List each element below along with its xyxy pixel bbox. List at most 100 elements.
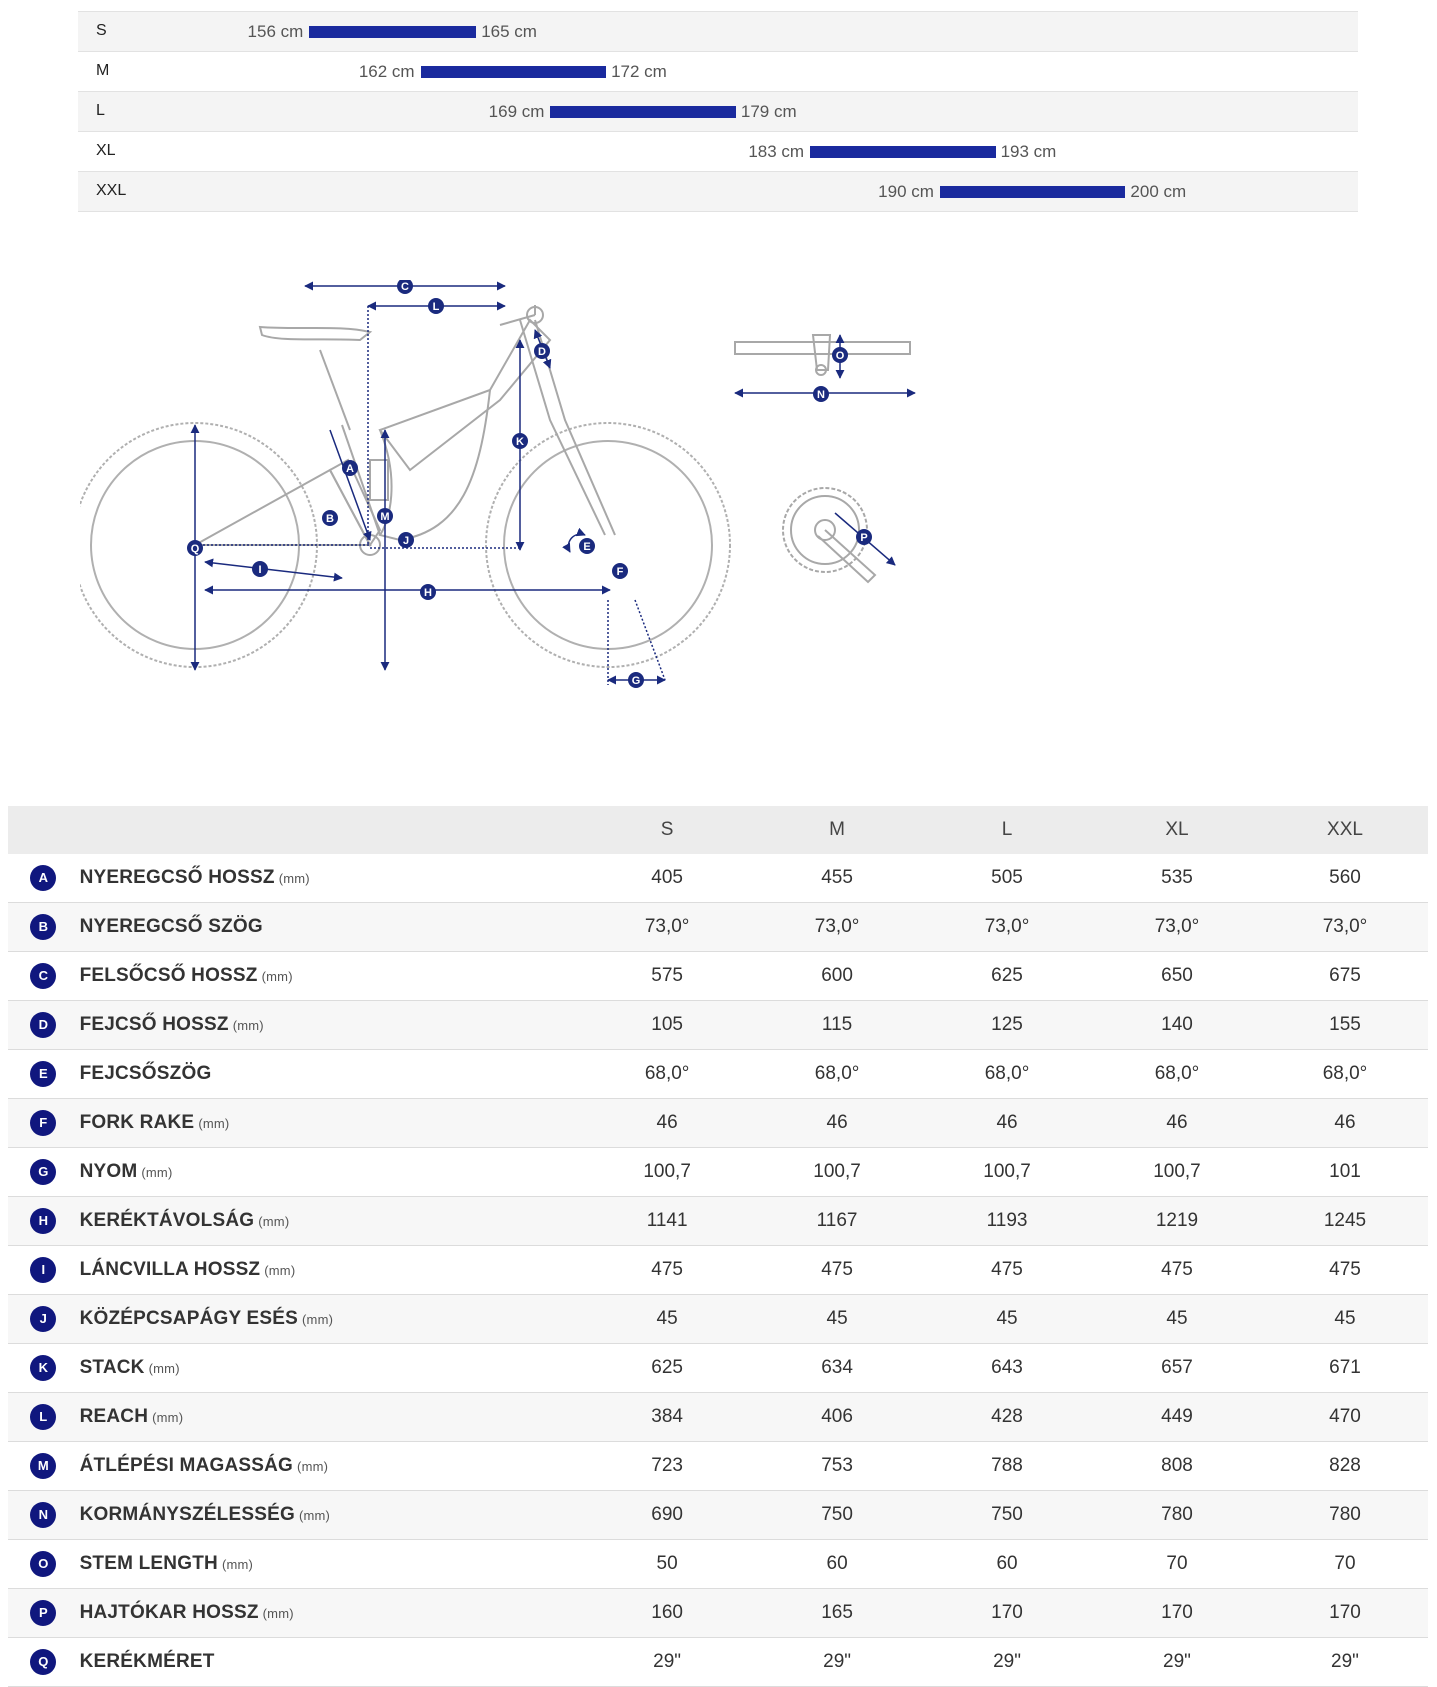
dimension-badge: L <box>30 1404 57 1430</box>
value-cell: 753 <box>752 1441 923 1491</box>
badge-cell: N <box>8 1490 79 1540</box>
value-cell: 723 <box>582 1441 753 1491</box>
value-cell: 45 <box>1092 1294 1262 1344</box>
value-cell: 73,0° <box>582 902 753 952</box>
dim-badge-m: M <box>377 508 393 524</box>
svg-text:E: E <box>583 541 590 553</box>
svg-text:L: L <box>433 301 440 313</box>
measurement-name-cell: ÁTLÉPÉSI MAGASSÁG (mm) <box>78 1441 583 1491</box>
value-cell: 46 <box>922 1098 1092 1148</box>
measurement-name: KERÉKMÉRET <box>79 1651 215 1672</box>
measurement-name-cell: STEM LENGTH (mm) <box>78 1539 583 1589</box>
badge-cell: M <box>8 1441 79 1491</box>
measurement-name-cell: KERÉKMÉRET <box>78 1637 583 1687</box>
bike-frame <box>191 305 616 556</box>
range-min-label: 156 cm <box>247 22 304 41</box>
size-label: XXL <box>96 182 127 199</box>
value-cell: 475 <box>582 1245 753 1295</box>
value-cell: 780 <box>1092 1490 1262 1540</box>
dimension-badge: O <box>30 1551 57 1577</box>
value-cell: 600 <box>752 951 923 1001</box>
measurement-unit: (mm) <box>262 1606 294 1621</box>
table-row: O STEM LENGTH (mm) 50 60 60 70 70 <box>8 1539 1428 1589</box>
dimension-badge: D <box>30 1012 57 1038</box>
svg-text:D: D <box>538 346 546 358</box>
value-cell: 115 <box>752 1000 923 1050</box>
dim-badge-j: J <box>398 532 414 548</box>
size-label: L <box>96 102 105 119</box>
measurement-name-cell: NYOM (mm) <box>78 1147 583 1197</box>
measurement-name-cell: HAJTÓKAR HOSSZ (mm) <box>78 1588 583 1638</box>
dimension-badge: M <box>30 1453 57 1479</box>
table-row: B NYEREGCSŐ SZÖG 73,0° 73,0° 73,0° 73,0° 73,0° <box>8 902 1428 952</box>
value-cell: 68,0° <box>1261 1049 1428 1099</box>
dim-badge-k: K <box>512 433 528 449</box>
value-cell: 470 <box>1261 1392 1428 1442</box>
value-cell: 100,7 <box>922 1147 1092 1197</box>
badge-cell: A <box>8 854 79 903</box>
value-cell: 170 <box>1092 1588 1262 1638</box>
header-blank <box>8 806 79 854</box>
measurement-name: LÁNCVILLA HOSSZ <box>79 1259 261 1280</box>
column-header-xxl: XXL <box>1261 806 1428 854</box>
dim-badge-b: B <box>322 510 338 526</box>
measurement-name: FELSŐCSŐ HOSSZ <box>79 965 258 986</box>
value-cell: 643 <box>922 1343 1092 1393</box>
value-cell: 780 <box>1261 1490 1428 1540</box>
measurement-name-cell: KERÉKTÁVOLSÁG (mm) <box>78 1196 583 1246</box>
value-cell: 405 <box>582 854 753 903</box>
svg-text:P: P <box>860 532 867 544</box>
measurement-name-cell: NYEREGCSŐ HOSSZ (mm) <box>78 854 583 903</box>
measurement-name-cell: FEJCSŐSZÖG <box>78 1049 583 1099</box>
value-cell: 29" <box>1261 1637 1428 1687</box>
value-cell: 750 <box>752 1490 923 1540</box>
badge-cell: I <box>8 1245 79 1295</box>
dim-badge-q: Q <box>187 540 203 556</box>
value-cell: 101 <box>1261 1147 1428 1197</box>
value-cell: 560 <box>1261 854 1428 903</box>
value-cell: 68,0° <box>582 1049 753 1099</box>
value-cell: 29" <box>582 1637 753 1687</box>
measurement-name-cell: FEJCSŐ HOSSZ (mm) <box>78 1000 583 1050</box>
value-cell: 46 <box>1092 1098 1262 1148</box>
value-cell: 45 <box>752 1294 923 1344</box>
svg-text:K: K <box>516 436 524 448</box>
dimension-badge: P <box>30 1600 57 1626</box>
height-range-bar <box>939 186 1126 198</box>
dimension-badge: I <box>30 1257 57 1283</box>
value-cell: 73,0° <box>1261 902 1428 952</box>
value-cell: 46 <box>1261 1098 1428 1148</box>
value-cell: 505 <box>922 854 1092 903</box>
measurement-name: STACK <box>79 1357 145 1378</box>
geometry-table-header: S M L XL XXL <box>8 806 1428 854</box>
value-cell: 1219 <box>1092 1196 1262 1246</box>
measurement-unit: (mm) <box>261 969 293 984</box>
value-cell: 690 <box>582 1490 753 1540</box>
dimension-badge: A <box>30 865 57 891</box>
value-cell: 46 <box>582 1098 753 1148</box>
dimension-badge: Q <box>30 1649 57 1675</box>
measurement-unit: (mm) <box>141 1165 173 1180</box>
value-cell: 788 <box>922 1441 1092 1491</box>
height-range-bar <box>550 106 736 118</box>
dim-badge-e: E <box>579 538 595 554</box>
badge-cell: D <box>8 1000 79 1050</box>
header-blank <box>78 806 583 854</box>
value-cell: 1193 <box>922 1196 1092 1246</box>
value-cell: 475 <box>752 1245 923 1295</box>
size-label: XL <box>96 142 116 159</box>
badge-cell: B <box>8 902 79 952</box>
svg-text:N: N <box>817 389 825 401</box>
value-cell: 170 <box>922 1588 1092 1638</box>
size-label: S <box>96 22 107 39</box>
svg-text:O: O <box>836 350 845 362</box>
value-cell: 100,7 <box>752 1147 923 1197</box>
dimension-badge: F <box>30 1110 57 1136</box>
table-row: M ÁTLÉPÉSI MAGASSÁG (mm) 723 753 788 808 828 <box>8 1441 1428 1491</box>
table-row: A NYEREGCSŐ HOSSZ (mm) 405 455 505 535 560 <box>8 854 1428 903</box>
column-header-xl: XL <box>1092 806 1262 854</box>
value-cell: 1141 <box>582 1196 753 1246</box>
value-cell: 750 <box>922 1490 1092 1540</box>
svg-text:C: C <box>401 281 409 293</box>
svg-text:M: M <box>380 511 389 523</box>
